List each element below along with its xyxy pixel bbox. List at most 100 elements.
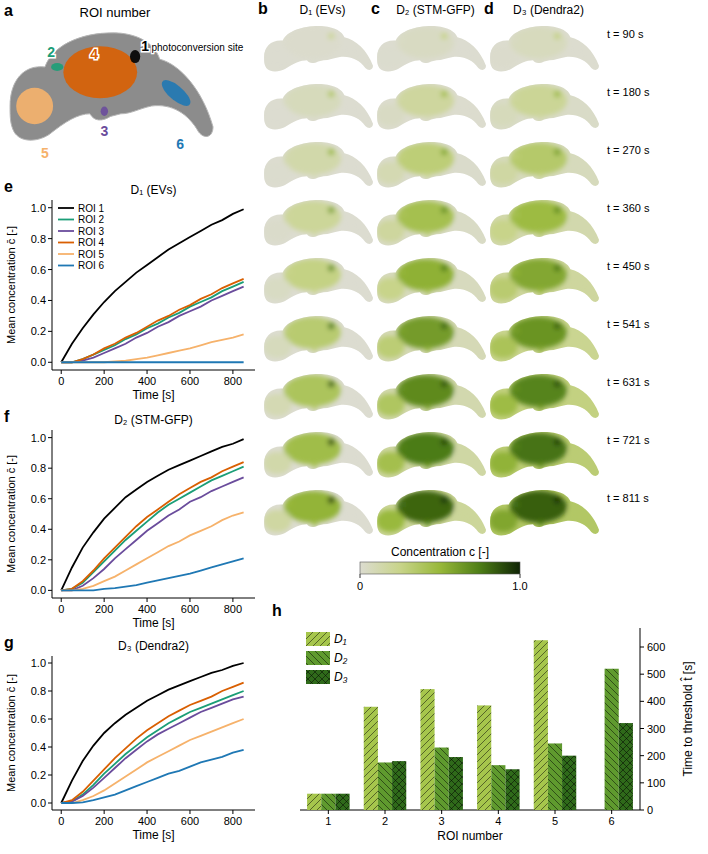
y-tick [48,803,52,804]
series-line [61,334,243,362]
bar [378,762,392,810]
snapshot-blur [376,317,480,358]
concentration-region [425,288,431,294]
legend-swatch [58,230,74,232]
concentration-region [398,444,408,449]
legend-swatch [58,207,74,209]
concentration-region [566,447,593,469]
snapshot-blur [263,259,367,300]
y-tick [48,437,52,438]
concentration-region [398,386,408,391]
snapshot [376,26,486,71]
bar [364,707,378,810]
x-tick [61,598,62,602]
panel-a: aROI number123456photoconversion site [4,2,244,161]
bar [392,761,406,810]
series-line [61,209,243,362]
y-tick-label: 0.8 [31,233,46,245]
snapshot-regions [489,259,593,300]
y-tick [640,728,644,729]
x-tick [61,810,62,814]
concentration-region [511,212,521,217]
panel-d: dD₃ (Dendra2) [484,0,599,535]
snapshot-regions [489,143,593,184]
x-tick-label: 5 [552,815,558,827]
snapshot-regions [263,201,367,242]
concentration-region [538,56,544,62]
concentration-region [328,439,335,446]
series-line [61,439,243,590]
concentration-region [312,288,318,294]
y-tick-label: 0.6 [31,264,46,276]
y-tick [48,747,52,748]
x-tick [147,370,148,374]
snapshot-regions [376,491,480,532]
snapshot [489,26,599,71]
y-tick [640,782,644,783]
concentration-region [425,462,431,468]
panel-letter: f [4,408,10,425]
concentration-region [453,447,480,469]
concentration-region [398,154,408,159]
snapshot-regions [489,491,593,532]
series-line [61,558,243,590]
concentration-region [441,439,448,446]
bar [335,794,349,810]
time-label: t = 90 s [607,28,644,40]
snapshot-regions [489,201,593,242]
snapshot-regions [263,143,367,184]
concentration-region [538,520,544,526]
concentration-region [285,154,295,159]
x-tick [104,598,105,602]
concentration-region [566,41,593,63]
concentration-region [441,91,448,98]
concentration-region [312,56,318,62]
x-tick-label: 0 [58,815,64,827]
x-tick [328,810,329,814]
snapshot-regions [263,375,367,416]
legend-swatch [58,219,74,221]
x-tick-label: 4 [495,815,501,827]
snapshot-regions [489,375,593,416]
roi-label: 2 [47,44,55,60]
concentration-region [511,96,521,101]
snapshot-regions [489,85,593,126]
bar [619,723,633,810]
y-tick [48,238,52,239]
concentration-region [453,99,480,121]
snapshot [489,84,599,129]
snapshot [263,316,373,361]
bar [505,769,519,810]
series-line [61,663,243,803]
concentration-region [511,386,521,391]
concentration-region [263,104,292,126]
legend-label: ROI 1 [78,203,105,214]
concentration-region [538,288,544,294]
snapshot-regions [263,259,367,300]
snapshot [376,490,486,535]
concentration-region [453,331,480,353]
concentration-region [554,207,561,214]
y-tick-label: 300 [647,723,665,735]
y-tick-label: 200 [647,750,665,762]
concentration-region [511,270,521,275]
concentration-region [510,85,567,117]
concentration-region [489,278,518,300]
concentration-region [398,502,408,507]
bar [534,640,548,810]
concentration-region [566,273,593,295]
concentration-region [397,259,454,291]
concentration-region [510,259,567,291]
concentration-region [425,114,431,120]
snapshot-blur [263,143,367,184]
concentration-region [566,505,593,527]
colorbar-tick-label: 0 [357,580,363,592]
concentration-region [285,270,295,275]
x-tick [555,810,556,814]
y-tick-label: 100 [647,777,665,789]
bar [420,689,434,810]
concentration-region [284,143,341,175]
x-tick [104,370,105,374]
y-tick-label: 600 [647,641,665,653]
concentration-region [554,497,561,504]
